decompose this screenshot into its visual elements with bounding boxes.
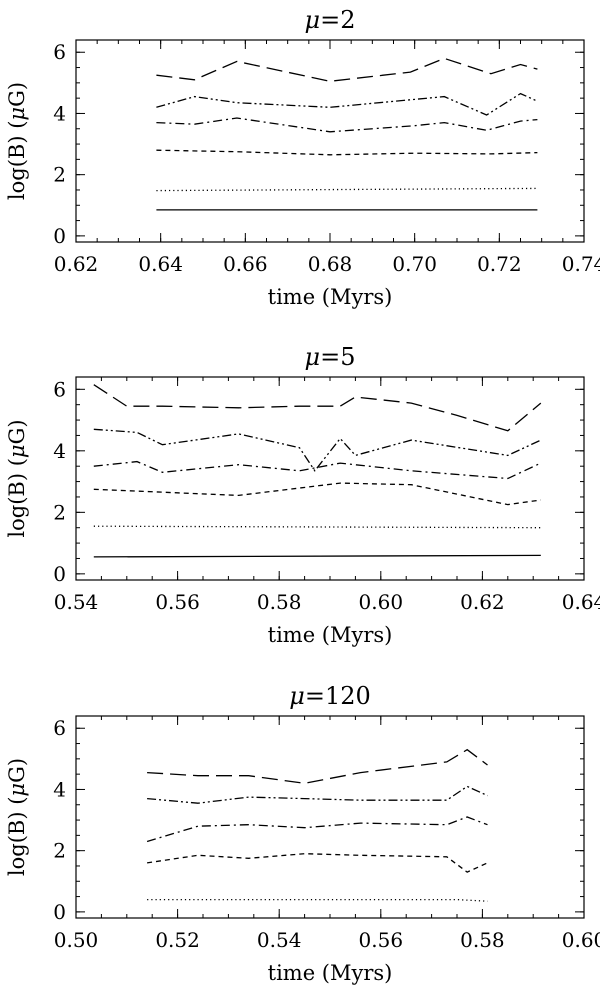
x-tick-label: 0.62 bbox=[54, 252, 99, 276]
title-symbol: μ bbox=[305, 6, 321, 34]
x-tick-label: 0.54 bbox=[257, 928, 302, 952]
x-tick-label: 0.58 bbox=[257, 590, 302, 614]
chart-title: μ=5 bbox=[305, 343, 356, 371]
series-line-long-dash bbox=[147, 748, 488, 784]
y-label-prefix: log(B) ( bbox=[5, 797, 29, 877]
x-tick-label: 0.50 bbox=[54, 928, 99, 952]
y-label-symbol: μ bbox=[5, 444, 29, 458]
y-tick-label: 0 bbox=[53, 900, 66, 924]
x-axis-label: time (Myrs) bbox=[268, 623, 393, 647]
series-line-long-dash bbox=[156, 57, 538, 82]
series-line-dash-dot bbox=[146, 816, 488, 843]
series-line-dash-dot-dot bbox=[147, 785, 488, 804]
y-label-symbol: μ bbox=[5, 783, 29, 797]
series-line-dashed bbox=[147, 853, 488, 873]
title-value: =120 bbox=[305, 682, 371, 710]
series-line-dashed bbox=[93, 482, 541, 506]
plot-frame bbox=[75, 39, 585, 243]
y-label-prefix: log(B) ( bbox=[5, 121, 29, 201]
x-tick-label: 0.62 bbox=[460, 590, 505, 614]
y-tick-label: 6 bbox=[53, 716, 66, 740]
y-label-suffix: G) bbox=[5, 419, 29, 444]
series-line-dashed bbox=[156, 149, 538, 156]
y-tick-label: 0 bbox=[53, 562, 66, 586]
x-tick-label: 0.56 bbox=[155, 590, 200, 614]
x-tick-label: 0.60 bbox=[359, 590, 404, 614]
y-tick-label: 6 bbox=[53, 40, 66, 64]
x-tick-label: 0.52 bbox=[155, 928, 200, 952]
x-tick-label: 0.74 bbox=[562, 252, 600, 276]
y-tick-label: 6 bbox=[53, 377, 66, 401]
series-line-dotted bbox=[93, 525, 541, 529]
series-line-dotted bbox=[156, 187, 538, 192]
x-tick-label: 0.72 bbox=[477, 252, 522, 276]
y-axis-label: log(B) (μG) bbox=[5, 419, 29, 537]
series-line-long-dash bbox=[93, 384, 542, 432]
chart-title: μ=2 bbox=[305, 6, 356, 34]
y-axis-label: log(B) (μG) bbox=[5, 758, 29, 876]
x-tick-label: 0.54 bbox=[54, 590, 99, 614]
y-axis-label: log(B) (μG) bbox=[5, 82, 29, 200]
series-line-dash-dot bbox=[156, 117, 538, 133]
x-tick-label: 0.68 bbox=[308, 252, 353, 276]
series-line-dash-dot bbox=[93, 460, 542, 480]
x-tick-label: 0.66 bbox=[223, 252, 268, 276]
x-axis-label: time (Myrs) bbox=[268, 961, 393, 985]
x-axis-label: time (Myrs) bbox=[268, 285, 393, 309]
series-line-dash-dot-dot bbox=[156, 92, 538, 116]
y-tick-label: 2 bbox=[53, 500, 66, 524]
y-tick-label: 2 bbox=[53, 163, 66, 187]
x-tick-label: 0.64 bbox=[562, 590, 600, 614]
y-tick-label: 2 bbox=[53, 839, 66, 863]
x-tick-label: 0.58 bbox=[460, 928, 505, 952]
chart-panel-1: 0.62 0.64 0.66 0.68 0.70 0.72 0.740246μ=2time … bbox=[5, 6, 600, 309]
x-tick-label: 0.60 bbox=[562, 928, 600, 952]
y-tick-label: 0 bbox=[53, 224, 66, 248]
y-tick-label: 4 bbox=[53, 439, 66, 463]
series-line-dash-dot-dot bbox=[93, 428, 542, 472]
title-value: =2 bbox=[320, 6, 355, 34]
chart-title: μ=120 bbox=[289, 682, 371, 710]
x-tick-label: 0.70 bbox=[392, 252, 437, 276]
y-tick-label: 4 bbox=[53, 777, 66, 801]
title-symbol: μ bbox=[289, 682, 305, 710]
series-line-solid bbox=[93, 554, 541, 558]
y-label-symbol: μ bbox=[5, 107, 29, 121]
title-value: =5 bbox=[320, 343, 355, 371]
y-label-prefix: log(B) ( bbox=[5, 458, 29, 538]
series-line-dotted bbox=[147, 898, 488, 902]
x-tick-label: 0.56 bbox=[359, 928, 404, 952]
title-symbol: μ bbox=[305, 343, 321, 371]
x-tick-label: 0.64 bbox=[138, 252, 183, 276]
y-label-suffix: G) bbox=[5, 82, 29, 107]
y-tick-label: 4 bbox=[53, 101, 66, 125]
plot-frame bbox=[75, 715, 585, 919]
y-label-suffix: G) bbox=[5, 758, 29, 783]
